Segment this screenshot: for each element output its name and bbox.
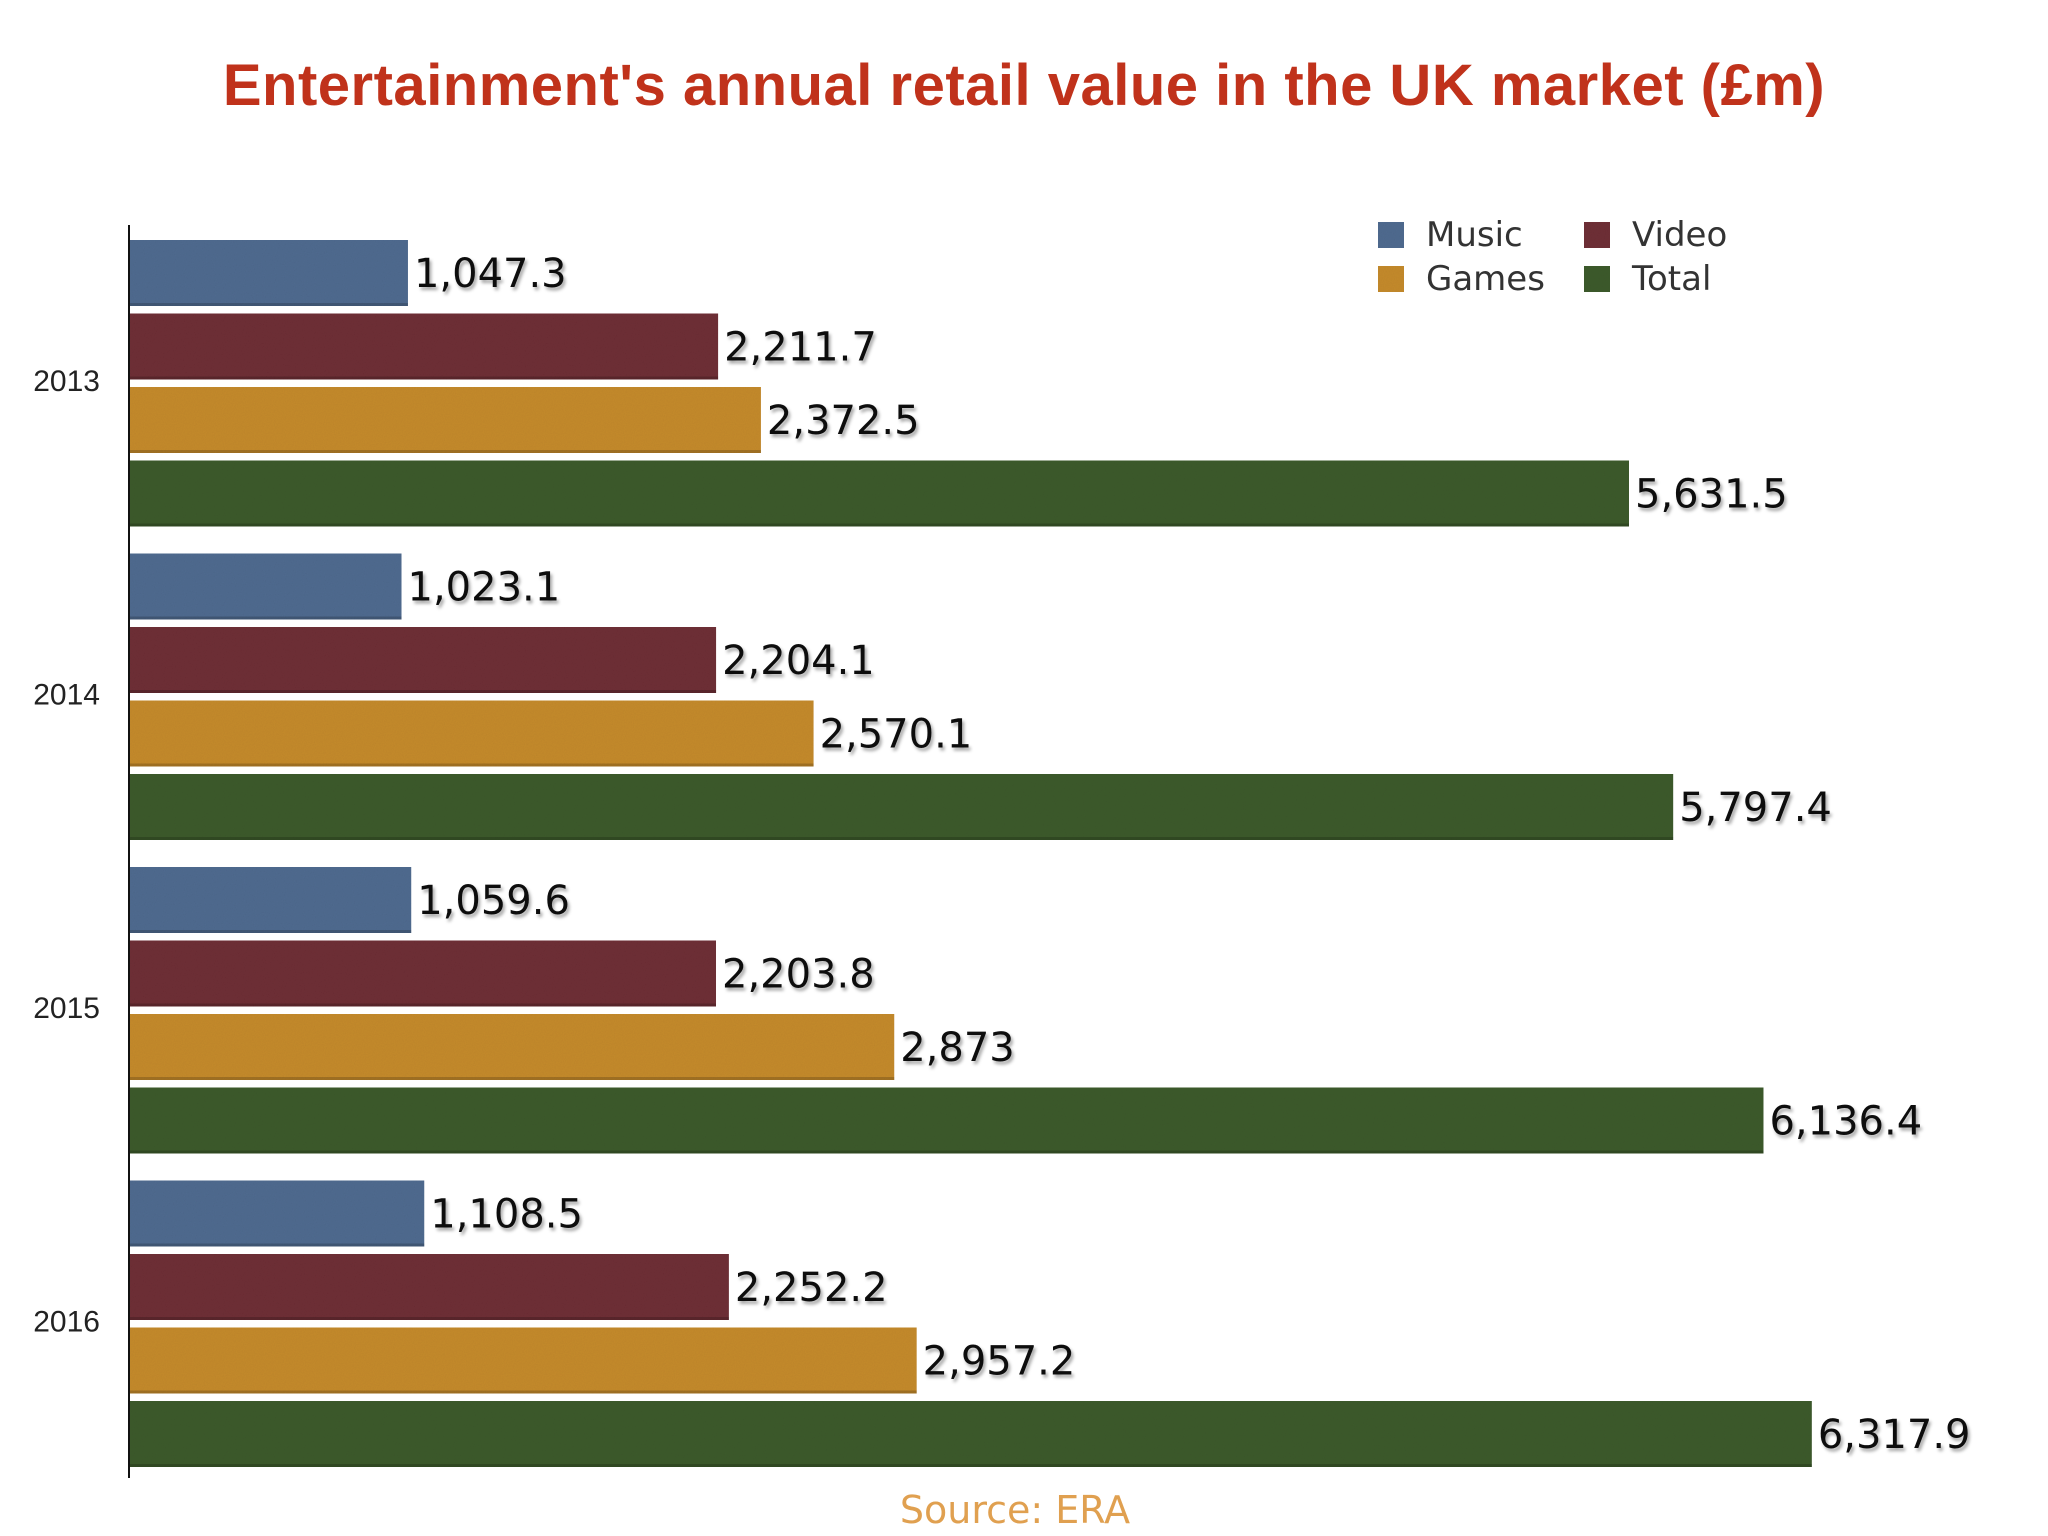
bar-edge-games-2016	[129, 1390, 917, 1394]
legend-label-video: Video	[1632, 215, 1727, 255]
bar-edge-music-2015	[129, 930, 412, 933]
data-label-video-2013: 2,211.7	[724, 325, 877, 371]
data-label-music-2016: 1,108.5	[430, 1192, 583, 1238]
data-label-music-2013: 1,047.3	[414, 251, 567, 297]
bar-edge-video-2016	[129, 1317, 729, 1320]
bar-music-2016	[129, 1180, 425, 1247]
bar-total-2014	[129, 774, 1674, 840]
data-label-games-2014: 2,570.1	[820, 712, 973, 758]
data-label-total-2013: 5,631.5	[1635, 472, 1788, 518]
bar-edge-games-2015	[129, 1077, 895, 1080]
data-label-total-2016: 6,317.9	[1818, 1412, 1971, 1458]
data-label-total-2014: 5,797.4	[1679, 785, 1832, 831]
data-label-video-2016: 2,252.2	[735, 1265, 888, 1311]
legend-label-music: Music	[1426, 215, 1523, 255]
bar-video-2015	[129, 940, 717, 1007]
data-label-music-2014: 1,023.1	[408, 565, 561, 611]
data-label-total-2015: 6,136.4	[1769, 1099, 1922, 1145]
legend-label-games: Games	[1426, 259, 1545, 299]
bar-edge-total-2014	[129, 837, 1674, 840]
data-label-video-2014: 2,204.1	[722, 638, 875, 684]
data-label-games-2013: 2,372.5	[767, 398, 920, 444]
bar-edge-music-2013	[129, 303, 408, 306]
bar-games-2016	[129, 1327, 917, 1394]
bar-games-2013	[129, 387, 761, 453]
category-label-2013: 2013	[33, 365, 100, 398]
legend-swatch-music	[1378, 222, 1404, 248]
bar-video-2013	[129, 313, 719, 380]
bars-layer	[129, 240, 1812, 1467]
category-label-2016: 2016	[33, 1306, 100, 1339]
bar-total-2013	[129, 460, 1629, 527]
bar-edge-games-2014	[129, 763, 814, 767]
data-label-games-2016: 2,957.2	[923, 1339, 1076, 1385]
legend: Music Video Games Total	[1378, 215, 1727, 299]
bar-music-2013	[129, 240, 408, 306]
bar-edge-music-2016	[129, 1243, 425, 1247]
chart-title: Entertainment's annual retail value in t…	[222, 53, 1826, 118]
bar-edge-video-2013	[129, 376, 719, 380]
bar-video-2014	[129, 627, 717, 693]
bar-games-2015	[129, 1014, 895, 1080]
category-label-2015: 2015	[33, 992, 100, 1025]
category-label-2014: 2014	[33, 679, 100, 712]
bar-edge-video-2015	[129, 1003, 717, 1007]
legend-swatch-games	[1378, 266, 1404, 292]
legend-swatch-video	[1584, 222, 1610, 248]
legend-label-total: Total	[1631, 259, 1711, 299]
legend-swatch-total	[1584, 266, 1610, 292]
labels-layer: 2013 1,047.3 2,211.7 2,372.5 5,631.5 2014 1,02…	[33, 251, 1970, 1458]
data-label-games-2015: 2,873	[900, 1025, 1015, 1071]
bar-total-2015	[129, 1087, 1764, 1154]
bar-music-2014	[129, 553, 402, 620]
bar-video-2016	[129, 1254, 729, 1320]
bar-edge-total-2016	[129, 1464, 1812, 1467]
bar-edge-total-2015	[129, 1150, 1764, 1154]
bar-edge-video-2014	[129, 690, 717, 693]
bar-edge-total-2013	[129, 523, 1629, 527]
data-label-video-2015: 2,203.8	[722, 952, 875, 998]
bar-total-2016	[129, 1401, 1812, 1467]
bar-edge-music-2014	[129, 616, 402, 620]
bar-edge-games-2013	[129, 450, 761, 453]
chart-source: Source: ERA	[899, 1488, 1131, 1532]
data-label-music-2015: 1,059.6	[417, 878, 570, 924]
bar-music-2015	[129, 867, 412, 933]
bar-games-2014	[129, 700, 814, 767]
